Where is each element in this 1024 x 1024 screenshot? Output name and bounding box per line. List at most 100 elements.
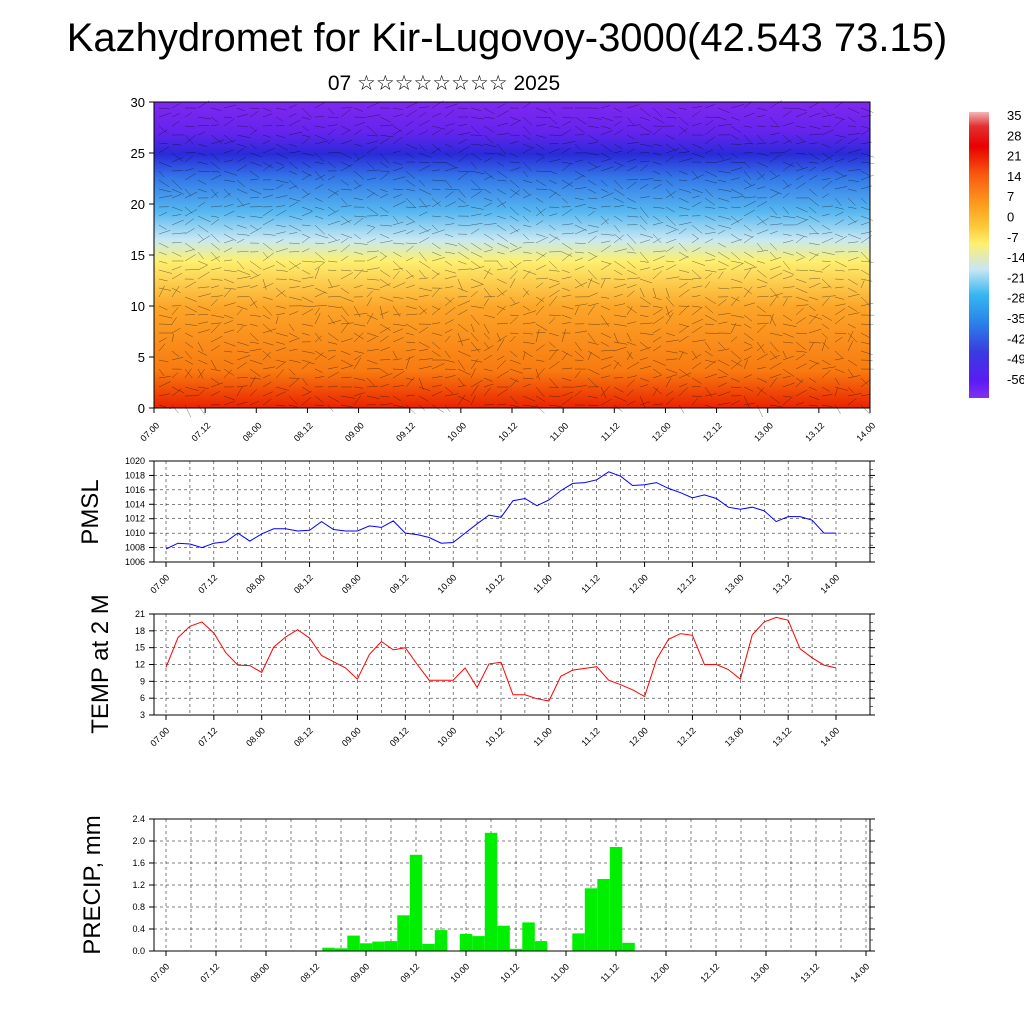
y-tick-label: 1008 <box>125 543 145 553</box>
x-tick-label: 10.00 <box>445 420 468 443</box>
y-tick-label: 9 <box>140 676 145 686</box>
x-tick-label: 11.00 <box>548 421 571 444</box>
x-tick-label: 07.00 <box>138 420 161 443</box>
y-tick-label: 0.0 <box>132 946 145 956</box>
x-tick-label: 13.00 <box>723 572 746 595</box>
y-tick-label: 25 <box>131 146 145 161</box>
colorbar-label: -35 <box>1007 311 1024 326</box>
x-tick-label: 13.12 <box>771 725 794 748</box>
x-tick-label: 10.00 <box>448 961 471 984</box>
precip-bar <box>372 941 385 951</box>
precip-bar <box>584 888 598 951</box>
x-tick-label: 08.00 <box>244 572 267 595</box>
y-tick-label: 1014 <box>125 499 145 509</box>
precip-bar <box>497 925 510 951</box>
x-tick-label: 09.12 <box>394 420 417 443</box>
x-tick-label: 09.12 <box>388 725 411 748</box>
precip-bar <box>409 854 423 952</box>
y-tick-label: 12 <box>135 660 145 670</box>
y-tick-label: 2.4 <box>132 814 145 824</box>
grid <box>154 613 870 716</box>
precip-bar <box>472 936 485 951</box>
y-tick-label: 15 <box>131 248 145 263</box>
y-tick-label: 1006 <box>125 557 145 567</box>
x-tick-label: 08.12 <box>292 420 315 443</box>
panel-frame <box>153 460 871 563</box>
colorbar-label: 28 <box>1007 128 1021 143</box>
x-tick-label: 07.00 <box>148 572 171 595</box>
precip-bar <box>347 935 360 951</box>
grid <box>154 460 870 563</box>
y-tick-label: 30 <box>131 95 145 110</box>
colorbar-label: -42 <box>1007 331 1024 346</box>
y-axis-label: TEMP at 2 M <box>87 594 114 734</box>
precip-bar <box>622 942 635 952</box>
x-tick-label: 10.00 <box>436 725 459 748</box>
grid <box>154 818 870 952</box>
x-tick-label: 11.12 <box>579 573 602 596</box>
chart-subtitle: 07 ☆☆☆☆☆☆☆☆ 2025 <box>327 72 561 95</box>
x-tick-label: 10.00 <box>436 572 459 595</box>
x-tick-label: 12.12 <box>675 572 698 595</box>
precip-bar <box>322 947 335 951</box>
x-tick-label: 13.00 <box>748 961 771 984</box>
x-tick-label: 13.12 <box>771 572 794 595</box>
x-tick-label: 13.12 <box>798 961 821 984</box>
precip-bar <box>459 934 473 951</box>
x-tick-label: 14.00 <box>818 572 841 595</box>
x-tick-label: 07.00 <box>148 961 171 984</box>
colorbar-label: 7 <box>1007 189 1014 204</box>
x-tick-label: 10.12 <box>496 420 519 443</box>
precip-bar <box>422 943 435 951</box>
x-tick-label: 13.00 <box>723 725 746 748</box>
x-tick-label: 13.00 <box>752 420 775 443</box>
wind-vectors <box>158 100 875 418</box>
precip-bar <box>609 847 623 951</box>
colorbar-label: 14 <box>1007 169 1021 184</box>
x-tick-label: 07.12 <box>190 420 213 443</box>
x-tick-label: 08.00 <box>241 420 264 443</box>
colorbar-ramp <box>969 112 989 398</box>
x-tick-label: 09.00 <box>340 725 363 748</box>
x-tick-label: 11.12 <box>599 962 622 985</box>
colorbar-label: -56 <box>1007 372 1024 387</box>
colorbar-label: -21 <box>1007 270 1024 285</box>
pmsl-panel: 1006 1008 1010 1012 1014 1016 1018 1020 07.00 07.… <box>77 456 875 595</box>
series-line <box>165 616 837 702</box>
x-tick-label: 12.12 <box>675 725 698 748</box>
y-tick-label: 18 <box>135 626 145 636</box>
colorbar-label: 21 <box>1007 149 1021 164</box>
x-tick-label: 11.00 <box>531 726 554 749</box>
y-tick-label: 5 <box>138 350 145 365</box>
y-tick-label: 6 <box>140 693 145 703</box>
colorbar-label: -14 <box>1007 250 1024 265</box>
chart-title: Kazhydromet for Kir-Lugovoy-3000(42.543 … <box>66 16 948 60</box>
x-tick-label: 08.12 <box>298 961 321 984</box>
colorbar-label: -49 <box>1007 352 1024 367</box>
cross-section-panel: 0 5 10 15 20 25 30 07.00 07.12 08.00 08.12 09.00 09.… <box>131 95 878 443</box>
x-tick-label: 12.00 <box>627 725 650 748</box>
x-tick-label: 09.12 <box>398 961 421 984</box>
y-tick-label: 1016 <box>125 485 145 495</box>
colorbar-label: 0 <box>1007 210 1014 225</box>
precip-panel: 0.0 0.4 0.8 1.2 1.6 2.0 2.4 07.00 07.12 08.00 08.1… <box>79 814 875 984</box>
colorbar: 35 28 21 14 7 0 -7 -14 -21 -28 -35 -42 -49 -56 <box>969 108 1024 398</box>
x-tick-label: 14.00 <box>818 725 841 748</box>
x-tick-label: 12.12 <box>698 961 721 984</box>
x-tick-label: 07.00 <box>148 725 171 748</box>
x-tick-label: 07.12 <box>198 961 221 984</box>
x-tick-label: 14.00 <box>848 961 871 984</box>
y-tick-label: 0.4 <box>132 924 145 934</box>
x-tick-label: 11.12 <box>579 726 602 749</box>
x-tick-label: 12.00 <box>648 961 671 984</box>
y-tick-label: 2.0 <box>132 836 145 846</box>
y-tick-label: 1018 <box>125 470 145 480</box>
colorbar-label: -7 <box>1007 230 1019 245</box>
precip-bar <box>522 922 535 951</box>
x-tick-label: 12.00 <box>650 420 673 443</box>
x-tick-label: 08.00 <box>244 725 267 748</box>
x-tick-label: 10.12 <box>498 961 521 984</box>
x-tick-label: 12.12 <box>701 420 724 443</box>
y-tick-label: 1020 <box>125 456 145 466</box>
